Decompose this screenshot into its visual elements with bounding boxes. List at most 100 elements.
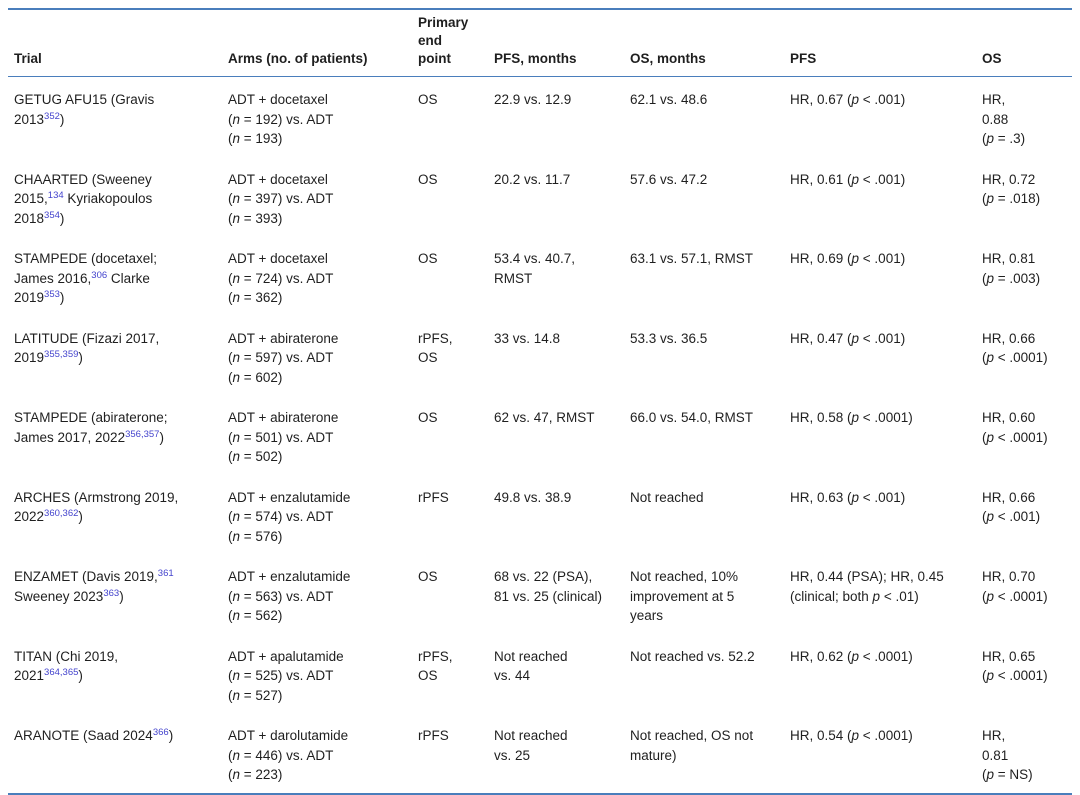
column-header-os_hr: OS xyxy=(976,9,1072,77)
cell-os_months: 63.1 vs. 57.1, RMST xyxy=(630,251,754,266)
cell-os_months: Not reached, OS not mature) xyxy=(630,728,754,763)
citation-link[interactable]: 353 xyxy=(44,289,60,300)
italic-symbol: n xyxy=(232,191,241,206)
italic-symbol: n xyxy=(232,608,241,623)
italic-symbol: n xyxy=(232,588,241,604)
cell-os_hr: HR, 0.70 (p < .0001) xyxy=(982,569,1048,604)
cell-arms: ADT + docetaxel (n = 724) vs. ADT (n = 362… xyxy=(228,251,334,305)
italic-symbol: n xyxy=(232,687,241,703)
citation-link[interactable]: 356,357 xyxy=(125,428,160,440)
cell-primary_end_point: OS xyxy=(418,171,438,187)
cell-pfs_months: Not reached vs. 25 xyxy=(494,728,568,763)
italic-symbol: n xyxy=(232,509,241,524)
table-row: STAMPEDE (docetaxel; James 2016,306 Clark… xyxy=(8,236,1072,316)
cell-os_hr: HR, 0.72 (p = .018) xyxy=(982,171,1041,207)
cell-pfs_hr: HR, 0.54 (p < .0001) xyxy=(790,728,913,743)
citation-link[interactable]: 355,359 xyxy=(44,349,79,360)
cell-os_hr: HR, 0.66 (p < .0001) xyxy=(982,330,1048,366)
cell-arms: ADT + darolutamide (n = 446) vs. ADT (n = … xyxy=(228,728,349,782)
citation-link[interactable]: 134 xyxy=(47,190,64,201)
cell-trial: ARCHES (Armstrong 2019, 2022360,362) xyxy=(14,489,179,525)
italic-symbol: n xyxy=(232,131,241,146)
cell-pfs_months: 53.4 vs. 40.7, RMST xyxy=(494,251,576,286)
cell-trial: CHAARTED (Sweeney 2015,134 Kyriakopoulos 2… xyxy=(14,171,153,226)
italic-symbol: p xyxy=(851,728,860,743)
table-row: STAMPEDE (abiraterone; James 2017, 202235… xyxy=(8,395,1072,475)
italic-symbol: p xyxy=(986,270,995,286)
cell-os_hr: HR, 0.66 (p < .001) xyxy=(982,489,1041,525)
italic-symbol: p xyxy=(986,509,995,524)
cell-os_hr: HR, 0.65 (p < .0001) xyxy=(982,648,1048,684)
table-row: CHAARTED (Sweeney 2015,134 Kyriakopoulos 2… xyxy=(8,157,1072,237)
cell-pfs_months: 20.2 vs. 11.7 xyxy=(494,171,571,187)
citation-link[interactable]: 361 xyxy=(157,568,174,579)
cell-primary_end_point: OS xyxy=(418,569,438,584)
citation-link[interactable]: 363 xyxy=(103,587,120,599)
italic-symbol: n xyxy=(232,528,241,544)
cell-os_hr: HR, 0.88 (p = .3) xyxy=(982,92,1026,146)
italic-symbol: p xyxy=(986,131,995,146)
table-row: TITAN (Chi 2019, 2021364,365) ADT + apalut… xyxy=(8,634,1072,714)
column-header-pfs_hr: PFS xyxy=(784,9,976,77)
cell-pfs_months: 68 vs. 22 (PSA), 81 vs. 25 (clinical) xyxy=(494,569,603,604)
cell-trial: LATITUDE (Fizazi 2017, 2019355,359) xyxy=(14,330,160,366)
cell-pfs_hr: HR, 0.44 (PSA); HR, 0.45 (clinical; both … xyxy=(790,569,944,604)
citation-link[interactable]: 364,365 xyxy=(44,667,79,678)
cell-primary_end_point: rPFS, OS xyxy=(418,330,453,366)
italic-symbol: n xyxy=(232,369,241,385)
cell-pfs_hr: HR, 0.63 (p < .001) xyxy=(790,489,906,505)
citation-link[interactable]: 360,362 xyxy=(44,508,79,519)
cell-os_hr: HR, 0.60 (p < .0001) xyxy=(982,410,1048,445)
citation-link[interactable]: 366 xyxy=(152,727,169,738)
cell-arms: ADT + abiraterone (n = 501) vs. ADT (n = 5… xyxy=(228,410,339,464)
cell-pfs_months: 62 vs. 47, RMST xyxy=(494,410,595,425)
cell-arms: ADT + enzalutamide (n = 563) vs. ADT (n = … xyxy=(228,569,351,623)
column-header-os_months: OS, months xyxy=(624,9,784,77)
table-row: ENZAMET (Davis 2019,361 Sweeney 2023363) A… xyxy=(8,554,1072,634)
cell-pfs_hr: HR, 0.58 (p < .0001) xyxy=(790,410,913,425)
cell-os_hr: HR, 0.81 (p = .003) xyxy=(982,251,1041,286)
cell-trial: GETUG AFU15 (Gravis 2013352) xyxy=(14,92,155,127)
citation-link[interactable]: 354 xyxy=(44,209,60,221)
italic-symbol: n xyxy=(232,429,241,445)
citation-link[interactable]: 306 xyxy=(91,269,108,281)
cell-pfs_months: 49.8 vs. 38.9 xyxy=(494,489,572,505)
italic-symbol: p xyxy=(986,588,995,604)
italic-symbol: p xyxy=(851,410,860,425)
table-header: Trial Arms (no. of patients) Primary end poi… xyxy=(8,9,1072,77)
cell-trial: ARANOTE (Saad 2024366) xyxy=(14,727,174,743)
italic-symbol: p xyxy=(872,588,881,604)
table-row: ARCHES (Armstrong 2019, 2022360,362) ADT +… xyxy=(8,475,1072,555)
italic-symbol: n xyxy=(232,111,241,127)
column-header-arms: Arms (no. of patients) xyxy=(222,9,412,77)
italic-symbol: p xyxy=(851,489,860,505)
italic-symbol: n xyxy=(232,747,241,763)
trials-table: Trial Arms (no. of patients) Primary end poi… xyxy=(8,8,1072,795)
cell-pfs_months: Not reached vs. 44 xyxy=(494,648,568,684)
cell-primary_end_point: rPFS, OS xyxy=(418,648,453,684)
cell-pfs_hr: HR, 0.67 (p < .001) xyxy=(790,92,906,107)
table-body: GETUG AFU15 (Gravis 2013352) ADT + docetax… xyxy=(8,77,1072,794)
cell-os_months: Not reached vs. 52.2 xyxy=(630,648,755,664)
cell-primary_end_point: OS xyxy=(418,251,438,266)
column-header-primary_end_point: Primary end point xyxy=(412,9,488,77)
italic-symbol: p xyxy=(851,330,860,346)
citation-link[interactable]: 352 xyxy=(44,110,60,122)
cell-trial: TITAN (Chi 2019, 2021364,365) xyxy=(14,648,119,684)
cell-os_hr: HR, 0.81 (p = NS) xyxy=(982,728,1033,782)
italic-symbol: n xyxy=(232,270,241,286)
header-row: Trial Arms (no. of patients) Primary end poi… xyxy=(8,9,1072,77)
cell-os_months: Not reached, 10% improvement at 5 years xyxy=(630,569,739,623)
cell-arms: ADT + enzalutamide (n = 574) vs. ADT (n = … xyxy=(228,489,351,544)
column-header-pfs_months: PFS, months xyxy=(488,9,624,77)
italic-symbol: n xyxy=(232,290,241,305)
italic-symbol: p xyxy=(986,350,995,365)
cell-trial: ENZAMET (Davis 2019,361 Sweeney 2023363) xyxy=(14,568,174,604)
cell-os_months: 57.6 vs. 47.2 xyxy=(630,171,708,187)
cell-pfs_months: 33 vs. 14.8 xyxy=(494,330,561,346)
cell-pfs_hr: HR, 0.69 (p < .001) xyxy=(790,251,906,266)
cell-pfs_months: 22.9 vs. 12.9 xyxy=(494,92,572,107)
cell-primary_end_point: OS xyxy=(418,92,438,107)
italic-symbol: n xyxy=(232,350,241,365)
italic-symbol: p xyxy=(986,429,995,445)
